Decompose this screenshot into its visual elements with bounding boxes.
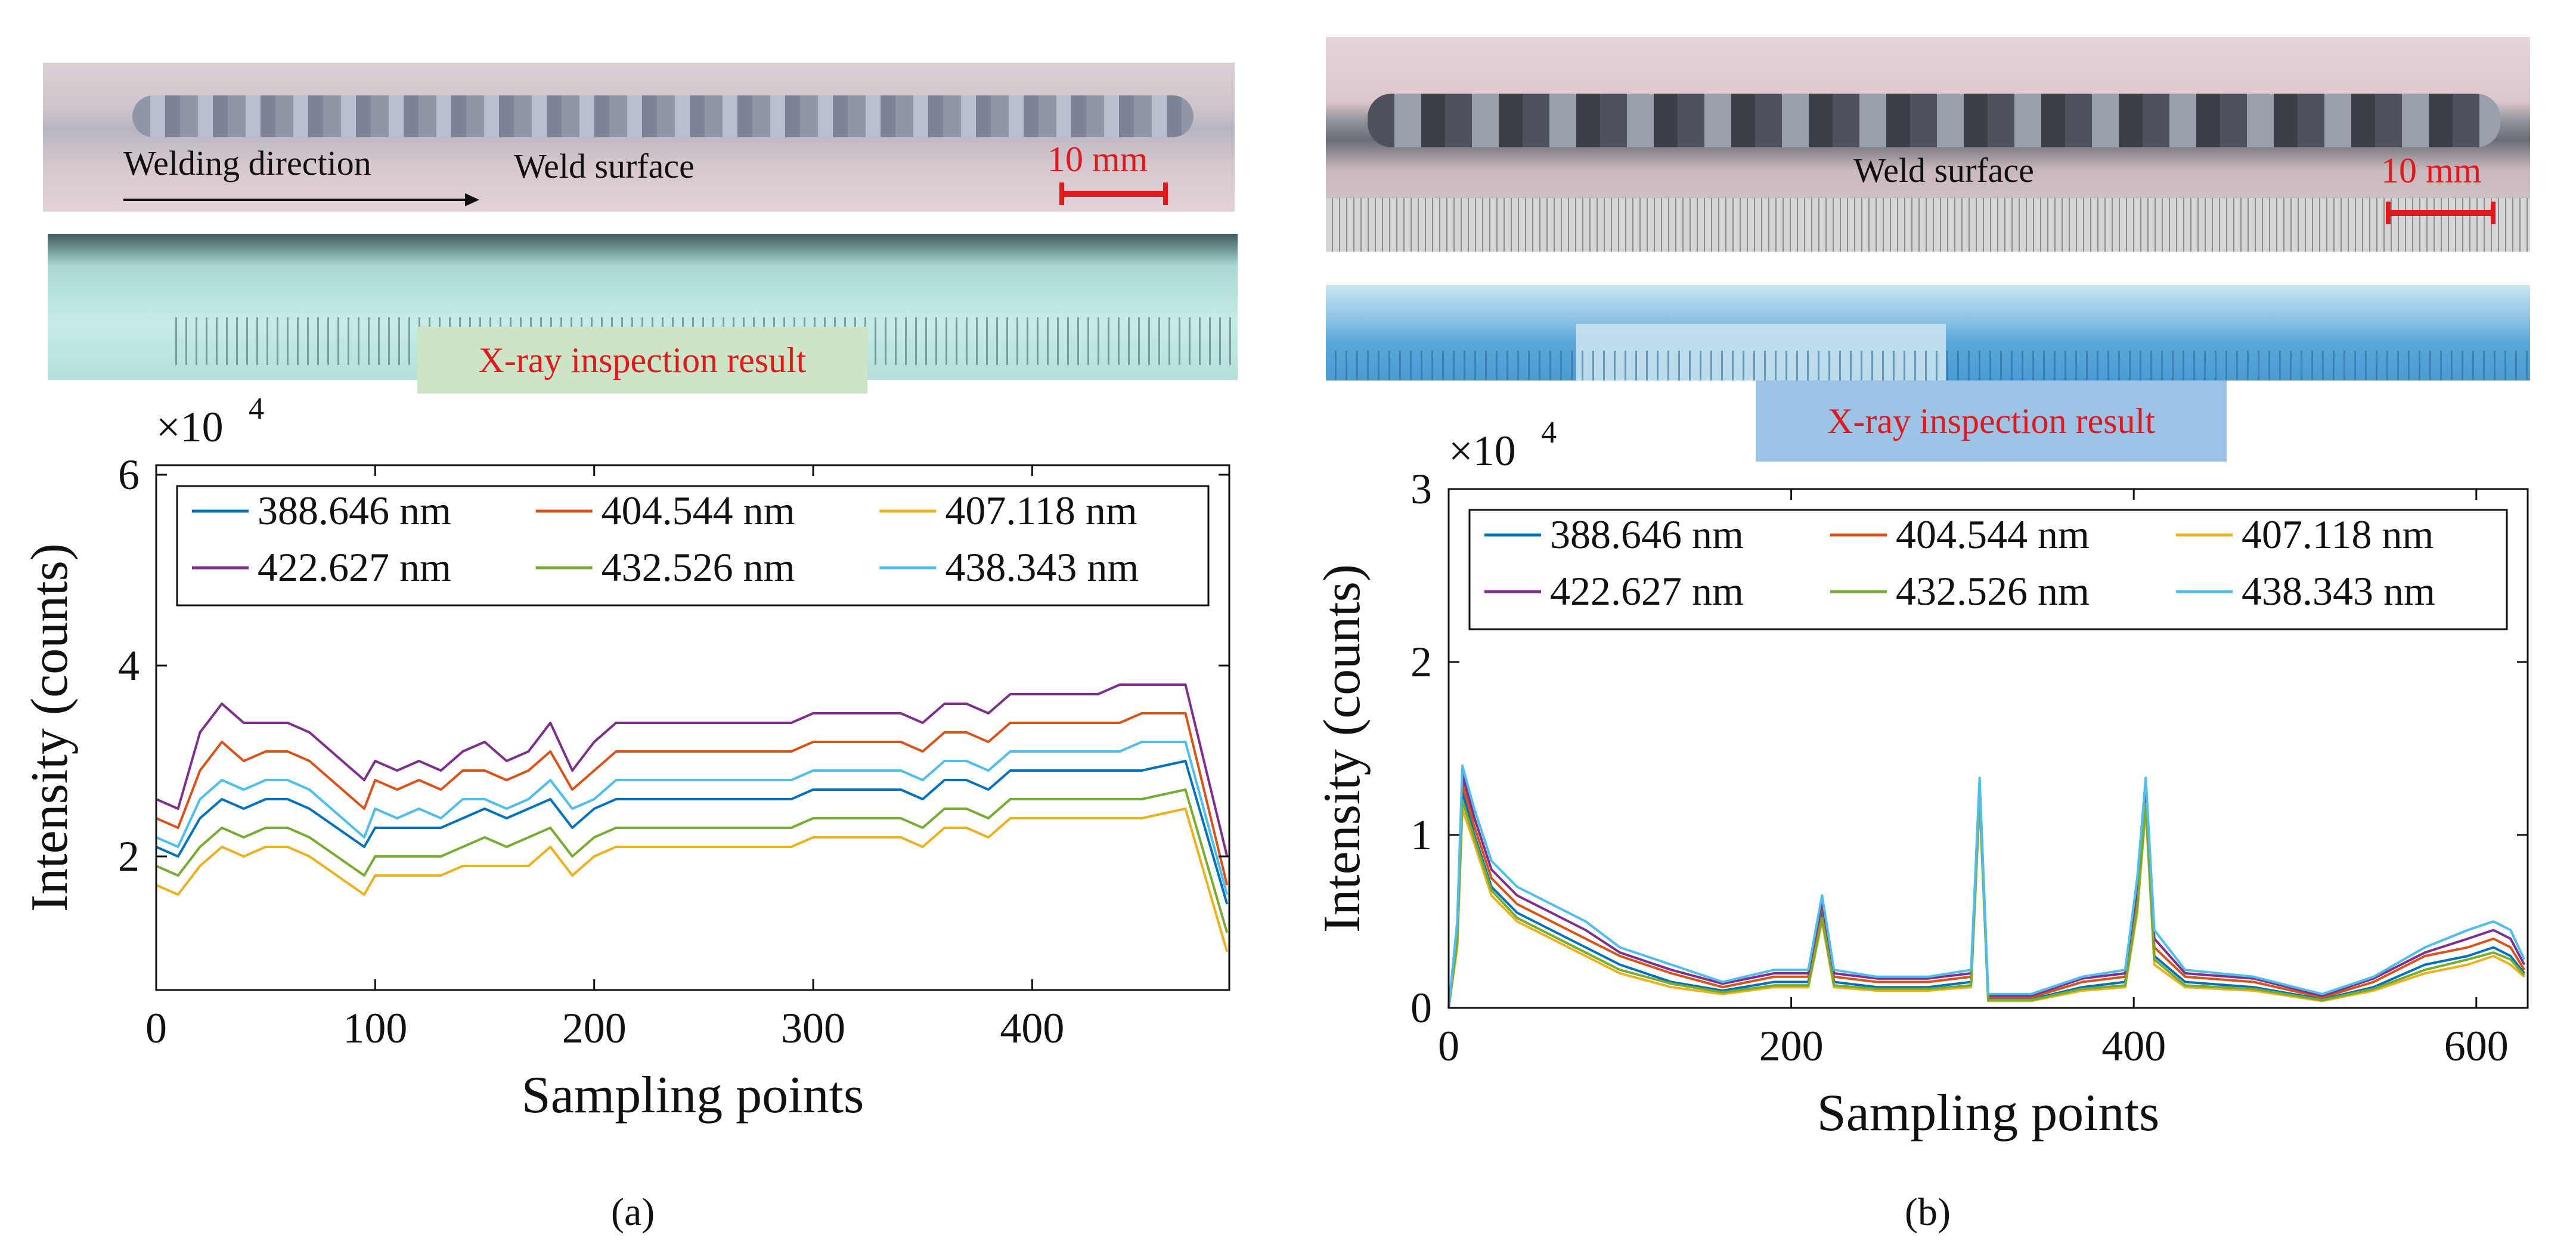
x-tick-label: 400 [1000,1004,1064,1052]
series-line-1 [156,760,1229,905]
steel-ruler-b [1326,198,2530,252]
xray-photo-b [1326,285,2530,380]
legend-box [176,485,1210,607]
series-line-3 [156,808,1229,952]
x-axis-label: Sampling points [1817,1084,2160,1142]
y-tick-label: 6 [118,451,140,499]
x-tick-label: 100 [343,1004,407,1052]
axis-multiplier-exponent: 4 [249,392,264,426]
axis-multiplier: ×10 [156,403,224,451]
chart-a: 0 100 200 300 400 2 4 6 Sampling points Intensity… [21,392,1230,1124]
series-line-6 [1447,765,2526,1008]
y-tick-label: 3 [1411,465,1432,513]
axis-multiplier-exponent: 4 [1541,416,1557,450]
welding-direction-label: Welding direction [123,144,371,182]
scale-bar-a [1059,182,1168,205]
weld-bead-a [132,95,1194,137]
welding-direction-arrow [123,199,469,201]
legend-label-1: 388.646 nm [1550,512,1744,557]
y-tick-label: 2 [1411,638,1432,686]
series-line-6 [156,741,1229,895]
x-tick-label: 300 [781,1004,845,1052]
scale-bar-b [2386,202,2496,224]
subfigure-label-b: (b) [1905,1190,1951,1234]
y-axis-label: Intensity (counts) [1313,564,1371,933]
series-line-5 [156,788,1229,933]
legend-label-6: 438.343 nm [2242,568,2435,614]
legend-label-3: 407.118 nm [945,488,1137,533]
series-line-5 [1447,796,2525,1008]
y-tick-label: 2 [118,833,140,880]
x-tick-label: 400 [2101,1022,2166,1070]
legend-label-4: 422.627 nm [1550,568,1744,614]
y-axis-label: Intensity (counts) [21,543,79,912]
x-tick-label: 600 [2444,1022,2509,1070]
x-tick-label: 200 [1759,1022,1824,1070]
series-line-4 [156,683,1229,857]
subfigure-label-a: (a) [611,1190,655,1234]
x-tick-label: 0 [1438,1022,1459,1070]
welding-direction-arrowhead [465,193,479,206]
plot-frame [155,464,1230,991]
xray-ruler-b [1326,351,2530,380]
weld-photo-b: Weld surface 10 mm [1326,37,2530,252]
weld-bead-b [1368,94,2500,147]
legend-label-2: 404.544 nm [602,488,795,533]
plot-frame [1447,488,2529,1009]
chart-b: 0 200 400 600 0 1 2 3 Sampling points Intensity (… [1313,416,2529,1142]
legend-label-2: 404.544 nm [1896,512,2090,557]
legend-label-5: 432.526 nm [602,545,795,590]
legend-label-3: 407.118 nm [2242,512,2434,557]
scale-label-b: 10 mm [2381,151,2482,190]
y-tick-label: 1 [1411,811,1432,859]
weld-surface-label-b: Weld surface [1853,151,2034,190]
y-tick-label: 4 [118,642,140,689]
xray-label-b: X-ray inspection result [1756,380,2227,462]
legend-label-6: 438.343 nm [945,545,1139,590]
legend-label-4: 422.627 nm [258,545,451,590]
x-axis-label: Sampling points [522,1066,864,1124]
axis-multiplier: ×10 [1449,427,1516,475]
scale-label-a: 10 mm [1047,140,1148,179]
legend-label-1: 388.646 nm [258,488,451,533]
series-line-2 [156,712,1229,886]
weld-photo-a: Welding direction Weld surface 10 mm [43,63,1235,212]
weld-surface-label-a: Weld surface [514,147,695,185]
legend-box [1468,509,2508,630]
legend-label-5: 432.526 nm [1896,568,2090,614]
xray-label-a: X-ray inspection result [417,327,867,394]
x-tick-label: 200 [562,1004,627,1052]
x-tick-label: 0 [145,1004,167,1052]
y-tick-label: 0 [1411,984,1432,1032]
